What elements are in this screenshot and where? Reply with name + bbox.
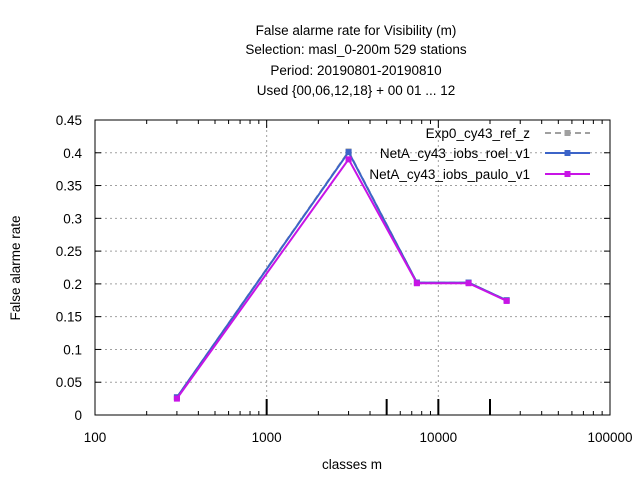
y-tick-label: 0.25 — [56, 244, 82, 259]
legend-marker-3 — [564, 171, 571, 177]
y-tick-label: 0.3 — [63, 211, 82, 226]
legend-marker-1 — [564, 130, 571, 136]
y-tick-label: 0.1 — [63, 342, 82, 357]
series-point — [465, 280, 472, 287]
class-markers — [265, 399, 492, 415]
series-point — [413, 280, 420, 287]
grid — [95, 120, 610, 415]
y-tick-label: 0.45 — [56, 113, 82, 128]
series-line-2 — [176, 150, 508, 398]
legend-label-3: NetA_cy43_iobs_paulo_v1 — [369, 167, 530, 182]
y-tick-label: 0.35 — [56, 179, 82, 194]
x-axis-label: classes m — [322, 457, 382, 472]
legend-label-1: Exp0_cy43_ref_z — [426, 126, 531, 141]
x-tick-label: 100 — [84, 430, 107, 445]
y-tick-label: 0.4 — [63, 146, 82, 161]
series-point — [503, 297, 510, 304]
x-tick-label: 100000 — [587, 430, 632, 445]
y-tick-label: 0.2 — [63, 277, 82, 292]
x-tick-label: 10000 — [420, 430, 458, 445]
plot-frame — [94, 119, 611, 416]
series-line-1 — [176, 149, 508, 398]
y-tick-label: 0 — [74, 408, 82, 423]
chart-title-line-3: Period: 20190801-20190810 — [270, 63, 441, 78]
chart-title-line-2: Selection: masl_0-200m 529 stations — [245, 42, 467, 57]
series-point — [345, 156, 352, 163]
series-line-3 — [176, 157, 508, 400]
chart-title-line-4: Used {00,06,12,18} + 00 01 ... 12 — [257, 83, 456, 98]
y-tick-label: 0.15 — [56, 310, 82, 325]
legend: Exp0_cy43_ref_z NetA_cy43_iobs_roel_v1 Net… — [369, 126, 590, 182]
legend-marker-2 — [564, 150, 571, 156]
y-tick-label: 0.05 — [56, 375, 82, 390]
x-tick-label: 1000 — [252, 430, 282, 445]
y-axis-label: False alarme rate — [8, 215, 23, 320]
chart-title-line-1: False alarme rate for Visibility (m) — [256, 23, 457, 38]
axes — [94, 119, 611, 416]
series — [173, 148, 510, 402]
series-point — [345, 149, 352, 156]
tick-labels: 0 0.05 0.1 0.15 0.2 0.25 0.3 0.35 0.4 0.45 100 1000… — [56, 113, 633, 445]
chart-title: False alarme rate for Visibility (m) Sel… — [245, 23, 467, 98]
legend-label-2: NetA_cy43_iobs_roel_v1 — [380, 146, 530, 161]
series-point — [173, 395, 180, 402]
